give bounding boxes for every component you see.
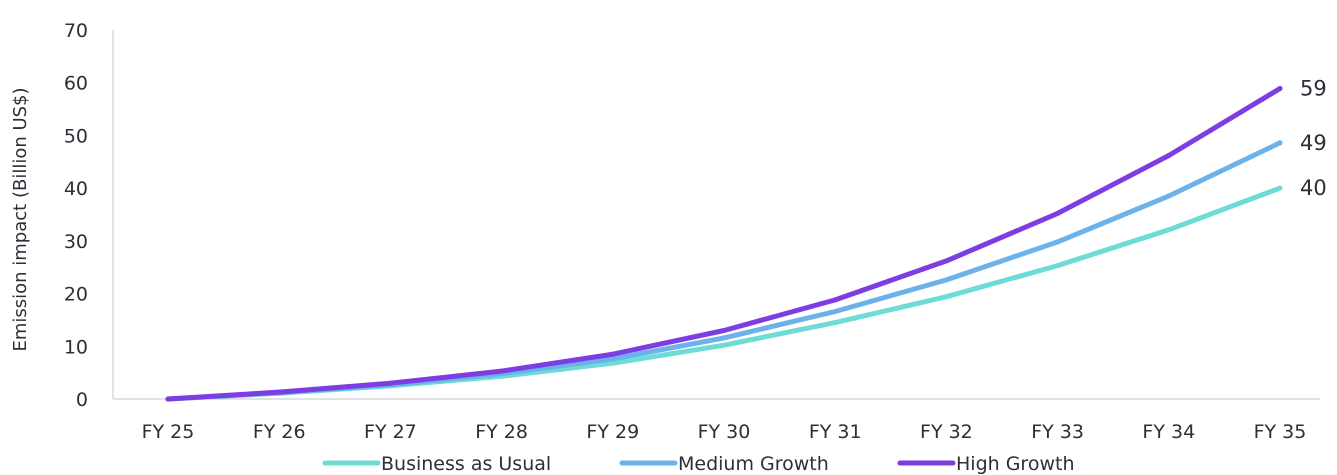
x-tick-label: FY 29 bbox=[586, 421, 639, 443]
data-point bbox=[165, 396, 171, 402]
data-point bbox=[387, 380, 393, 386]
x-tick-label: FY 27 bbox=[364, 421, 417, 443]
data-point bbox=[832, 308, 838, 314]
x-ticks: FY 25 FY 26 FY 27 FY 28 FY 29 FY 30 FY 31 FY 32… bbox=[142, 421, 1307, 443]
data-point bbox=[610, 360, 616, 366]
data-point bbox=[721, 342, 727, 348]
data-point bbox=[1277, 185, 1283, 191]
data-point bbox=[610, 356, 616, 362]
y-tick-label: 20 bbox=[64, 284, 88, 306]
x-tick-label: FY 31 bbox=[809, 421, 862, 443]
data-point bbox=[832, 297, 838, 303]
data-point bbox=[1166, 193, 1172, 199]
x-tick-label: FY 33 bbox=[1031, 421, 1084, 443]
end-labels: 40 49 59 bbox=[1300, 77, 1327, 201]
x-tick-label: FY 34 bbox=[1142, 421, 1195, 443]
x-tick-label: FY 30 bbox=[698, 421, 751, 443]
data-point bbox=[721, 327, 727, 333]
data-point bbox=[1277, 86, 1283, 92]
series-lines bbox=[165, 86, 1283, 402]
y-axis-title: Emission impact (Billion US$) bbox=[10, 87, 31, 351]
data-point bbox=[1277, 140, 1283, 146]
end-value-label: 59 bbox=[1300, 77, 1327, 101]
x-tick-label: FY 25 bbox=[142, 421, 195, 443]
legend-label: Business as Usual bbox=[381, 453, 551, 475]
y-ticks: 0 10 20 30 40 50 60 70 bbox=[64, 20, 88, 411]
y-tick-label: 10 bbox=[64, 336, 88, 358]
data-point bbox=[832, 320, 838, 326]
series-line-medium-growth bbox=[165, 140, 1283, 402]
y-tick-label: 50 bbox=[64, 125, 88, 147]
y-tick-label: 0 bbox=[76, 389, 88, 411]
data-point bbox=[1166, 152, 1172, 158]
x-tick-label: FY 28 bbox=[475, 421, 528, 443]
legend: Business as Usual Medium Growth High Growt… bbox=[322, 453, 1074, 475]
x-tick-label: FY 35 bbox=[1254, 421, 1307, 443]
data-point bbox=[1055, 210, 1061, 216]
y-tick-label: 40 bbox=[64, 178, 88, 200]
end-value-label: 40 bbox=[1300, 176, 1327, 200]
y-tick-label: 30 bbox=[64, 231, 88, 253]
legend-label: High Growth bbox=[956, 453, 1074, 475]
data-point bbox=[721, 335, 727, 341]
x-tick-label: FY 26 bbox=[253, 421, 306, 443]
x-tick-label: FY 32 bbox=[920, 421, 973, 443]
data-point bbox=[943, 277, 949, 283]
data-point bbox=[943, 294, 949, 300]
data-point bbox=[1055, 239, 1061, 245]
data-point bbox=[499, 368, 505, 374]
data-point bbox=[610, 351, 616, 357]
y-tick-label: 70 bbox=[64, 20, 88, 42]
y-tick-label: 60 bbox=[64, 73, 88, 95]
legend-label: Medium Growth bbox=[678, 453, 829, 475]
data-point bbox=[1055, 263, 1061, 269]
data-point bbox=[943, 258, 949, 264]
data-point bbox=[1166, 227, 1172, 233]
data-point bbox=[276, 389, 282, 395]
end-value-label: 49 bbox=[1300, 131, 1327, 155]
series-line-high-growth bbox=[165, 86, 1283, 402]
